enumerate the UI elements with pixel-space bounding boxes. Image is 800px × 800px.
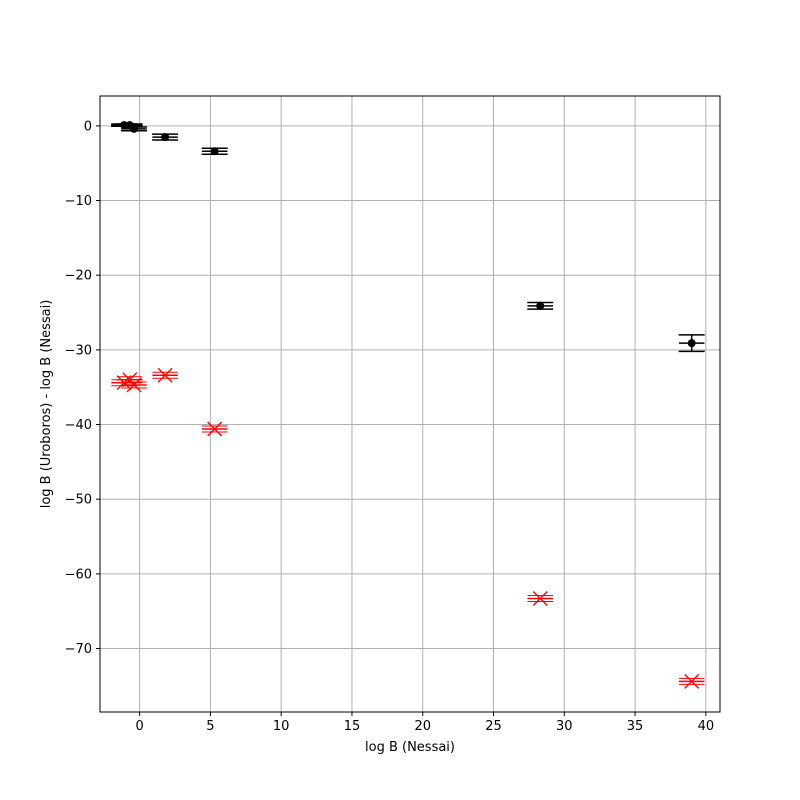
y-tick-label: −60 bbox=[65, 567, 92, 582]
y-tick-label: 0 bbox=[84, 119, 92, 134]
x-tick-label: 15 bbox=[344, 719, 361, 734]
x-tick-label: 35 bbox=[627, 719, 644, 734]
axis-ticks: 0 5 10 15 20 25 30 35 40 0 −10 −20 −30 −40 −50 −60 −70 bbox=[65, 119, 715, 734]
data-point-circle bbox=[161, 133, 170, 142]
data-point-x-marker bbox=[684, 673, 700, 689]
data-point-circle bbox=[210, 147, 219, 156]
plot-area-frame bbox=[99, 95, 721, 713]
y-tick-label: −40 bbox=[65, 418, 92, 433]
x-tick-label: 5 bbox=[206, 719, 214, 734]
x-marker-stroke bbox=[157, 367, 173, 383]
grid-lines bbox=[100, 96, 720, 712]
data-point-x-marker bbox=[532, 591, 548, 606]
data-point-circle bbox=[687, 339, 696, 348]
data-point-x-marker bbox=[207, 421, 223, 437]
y-tick-label: −10 bbox=[65, 194, 92, 209]
x-tick-label: 30 bbox=[556, 719, 573, 734]
plot-data bbox=[111, 121, 705, 689]
x-tick-label: 40 bbox=[698, 719, 715, 734]
x-tick-label: 10 bbox=[273, 719, 290, 734]
x-marker-stroke bbox=[207, 421, 223, 437]
data-point-circle bbox=[129, 124, 138, 133]
data-point-x-marker bbox=[157, 367, 173, 383]
data-point-circle bbox=[536, 301, 545, 310]
x-marker-stroke bbox=[684, 673, 700, 689]
y-tick-label: −30 bbox=[65, 343, 92, 358]
x-axis-label: log B (Nessai) bbox=[365, 740, 455, 755]
y-tick-label: −50 bbox=[65, 493, 92, 508]
x-tick-label: 0 bbox=[135, 719, 143, 734]
x-marker-stroke bbox=[532, 591, 548, 606]
y-tick-label: −20 bbox=[65, 269, 92, 284]
data-point-x-marker bbox=[126, 377, 142, 393]
x-tick-label: 20 bbox=[414, 719, 431, 734]
x-marker-stroke bbox=[126, 377, 142, 393]
y-axis-label: log B (Uroboros) - log B (Nessai) bbox=[39, 300, 54, 509]
x-tick-label: 25 bbox=[485, 719, 502, 734]
y-tick-label: −70 bbox=[65, 642, 92, 657]
